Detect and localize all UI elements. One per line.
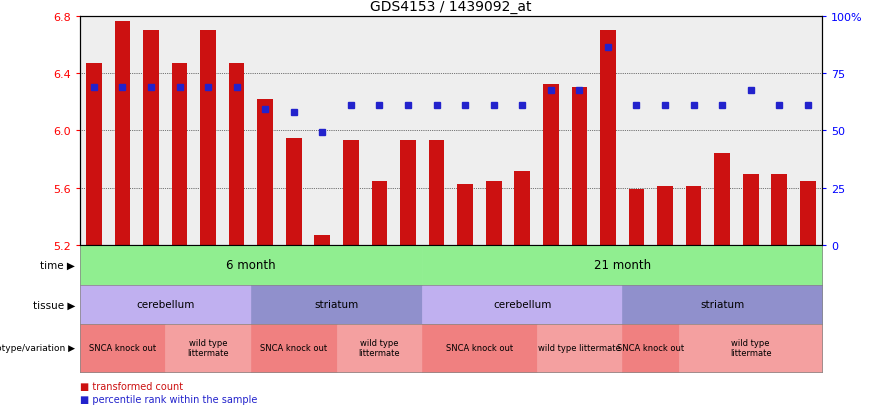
Bar bbox=[315, 236, 331, 246]
Bar bbox=[537, 324, 622, 372]
Bar bbox=[257, 100, 273, 246]
Text: SNCA knock out: SNCA knock out bbox=[617, 344, 684, 352]
Bar bbox=[600, 31, 616, 246]
Bar bbox=[200, 31, 216, 246]
Bar bbox=[686, 187, 702, 246]
Bar bbox=[423, 246, 822, 285]
Text: wild type
littermate: wild type littermate bbox=[359, 338, 400, 358]
Bar bbox=[343, 141, 359, 246]
Bar bbox=[251, 285, 423, 324]
Text: 21 month: 21 month bbox=[594, 259, 651, 272]
Text: wild type
littermate: wild type littermate bbox=[730, 338, 772, 358]
Text: time ▶: time ▶ bbox=[41, 260, 75, 271]
Bar bbox=[622, 285, 822, 324]
Bar bbox=[486, 181, 501, 246]
Bar bbox=[80, 285, 251, 324]
Bar bbox=[514, 171, 530, 246]
Bar bbox=[400, 141, 415, 246]
Text: wild type littermate: wild type littermate bbox=[538, 344, 621, 352]
Bar bbox=[80, 324, 165, 372]
Text: ■ transformed count: ■ transformed count bbox=[80, 381, 183, 391]
Text: wild type
littermate: wild type littermate bbox=[187, 338, 229, 358]
Bar bbox=[572, 88, 587, 246]
Bar bbox=[629, 190, 644, 246]
Bar bbox=[115, 22, 130, 246]
Bar bbox=[80, 246, 423, 285]
Title: GDS4153 / 1439092_at: GDS4153 / 1439092_at bbox=[370, 0, 531, 14]
Bar bbox=[657, 187, 673, 246]
Bar bbox=[429, 141, 445, 246]
Text: striatum: striatum bbox=[700, 299, 744, 310]
Bar bbox=[371, 181, 387, 246]
Text: striatum: striatum bbox=[315, 299, 359, 310]
Bar bbox=[772, 174, 787, 246]
Bar bbox=[423, 324, 537, 372]
Bar bbox=[743, 174, 758, 246]
Text: ■ percentile rank within the sample: ■ percentile rank within the sample bbox=[80, 394, 257, 404]
Bar bbox=[229, 64, 245, 246]
Bar bbox=[143, 31, 159, 246]
Text: 6 month: 6 month bbox=[226, 259, 276, 272]
Text: SNCA knock out: SNCA knock out bbox=[260, 344, 327, 352]
Bar bbox=[165, 324, 251, 372]
Text: tissue ▶: tissue ▶ bbox=[33, 299, 75, 310]
Text: SNCA knock out: SNCA knock out bbox=[89, 344, 156, 352]
Bar bbox=[543, 85, 559, 246]
Text: cerebellum: cerebellum bbox=[136, 299, 194, 310]
Bar bbox=[800, 181, 816, 246]
Bar bbox=[423, 285, 622, 324]
Bar bbox=[679, 324, 822, 372]
Bar bbox=[714, 154, 730, 246]
Text: genotype/variation ▶: genotype/variation ▶ bbox=[0, 344, 75, 352]
Bar bbox=[622, 324, 679, 372]
Text: SNCA knock out: SNCA knock out bbox=[446, 344, 513, 352]
Bar bbox=[286, 138, 301, 246]
Bar bbox=[251, 324, 337, 372]
Text: cerebellum: cerebellum bbox=[493, 299, 552, 310]
Bar bbox=[171, 64, 187, 246]
Bar bbox=[86, 64, 102, 246]
Bar bbox=[337, 324, 423, 372]
Bar bbox=[457, 184, 473, 246]
